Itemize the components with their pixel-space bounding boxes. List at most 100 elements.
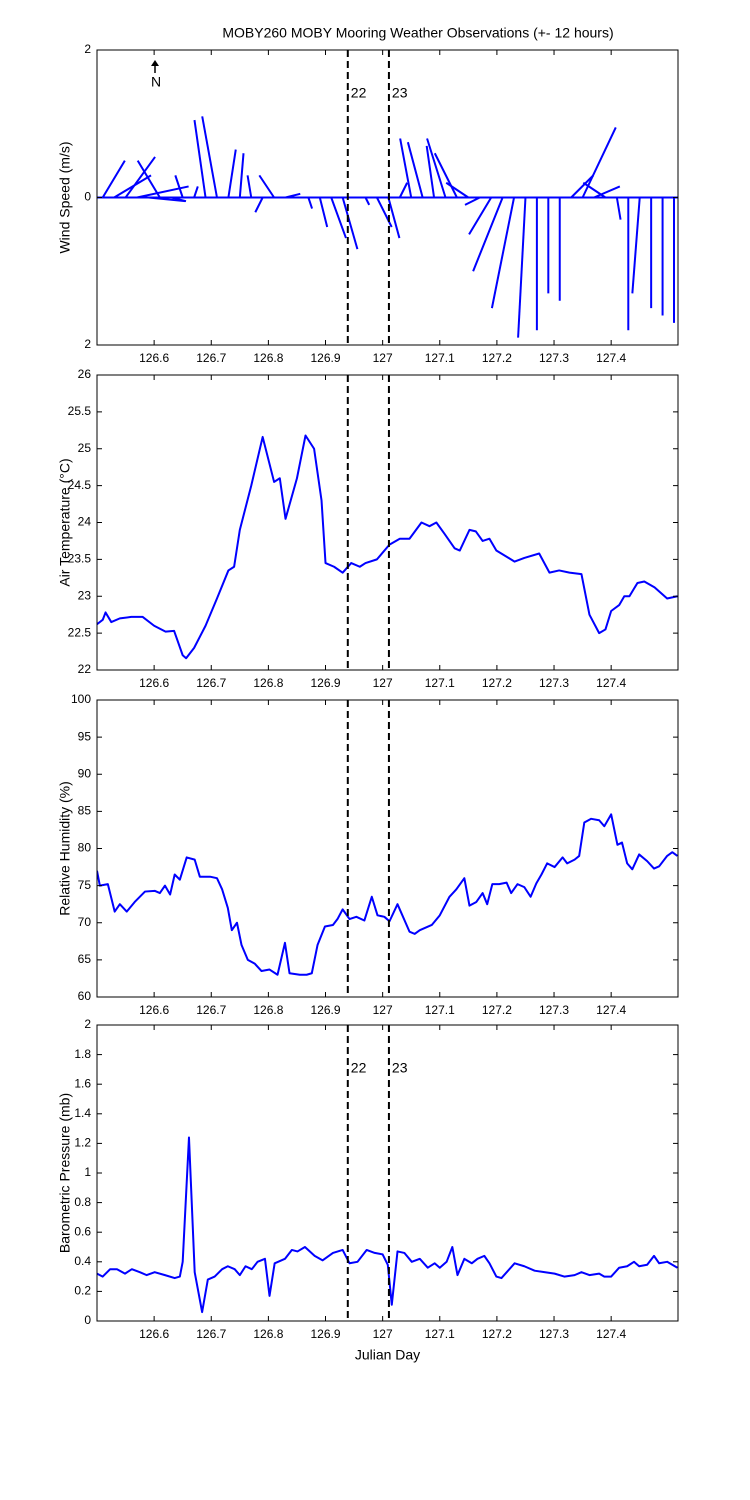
reference-label: 23 [392, 1060, 408, 1076]
wind-stick [433, 152, 458, 198]
wind-stick [464, 196, 481, 206]
y-tick-label: 0.8 [74, 1195, 91, 1209]
y-tick-label: 0 [84, 190, 91, 204]
y-tick-label: 2 [84, 42, 91, 56]
x-tick-label: 127.2 [482, 1003, 512, 1017]
wind-stick [426, 138, 447, 198]
wind-stick [398, 182, 409, 198]
plot-frame [96, 699, 679, 998]
x-tick-label: 126.8 [253, 1327, 283, 1341]
wind-stick [258, 174, 275, 199]
wind-stick [227, 149, 237, 198]
y-tick-label: 100 [71, 692, 91, 706]
y-tick-label: 23.5 [68, 552, 92, 566]
wind-stick [124, 156, 156, 199]
x-tick-label: 126.6 [139, 1327, 169, 1341]
wind-stick [101, 160, 126, 199]
wind-stick [330, 197, 347, 239]
data-line [97, 434, 678, 660]
wind-stick [201, 116, 218, 198]
x-tick-label: 127.3 [539, 351, 569, 365]
y-tick-label: 95 [78, 729, 92, 743]
x-tick-label: 127.4 [596, 1327, 626, 1341]
wind-stick [341, 197, 359, 250]
x-tick-label: 126.8 [253, 1003, 283, 1017]
reference-label: 22 [351, 1060, 367, 1076]
x-tick-label: 127.4 [596, 676, 626, 690]
wind-stick [171, 196, 187, 203]
x-tick-label: 127.4 [596, 1003, 626, 1017]
wind-stick [387, 197, 401, 239]
y-tick-label: 80 [78, 841, 92, 855]
y-tick-label: 70 [78, 915, 92, 929]
x-axis-label: Julian Day [355, 1347, 420, 1363]
wind-stick [425, 145, 436, 198]
y-tick-label: 24 [78, 515, 92, 529]
y-axis-label: Barometric Pressure (mb) [57, 1093, 73, 1253]
data-line [97, 1136, 678, 1314]
x-tick-label: 127.3 [539, 676, 569, 690]
y-tick-label: 0.2 [74, 1284, 91, 1298]
x-tick-label: 126.7 [196, 1003, 226, 1017]
x-tick-label: 127 [373, 676, 393, 690]
y-tick-label: 1.2 [74, 1136, 91, 1150]
y-tick-label: 24.5 [68, 478, 92, 492]
y-tick-label: 0.6 [74, 1224, 91, 1238]
wind-stick [472, 197, 504, 272]
y-tick-label: 1.6 [74, 1076, 91, 1090]
wind-stick [517, 197, 527, 338]
y-tick-label: 25 [78, 441, 92, 455]
y-tick-label: 75 [78, 878, 92, 892]
x-tick-label: 126.7 [196, 351, 226, 365]
wind-stick [174, 175, 184, 198]
plot-content [97, 434, 678, 660]
plot-frame [96, 49, 679, 346]
wind-stick [364, 197, 371, 206]
x-tick-label: 127.4 [596, 351, 626, 365]
y-tick-label: 23 [78, 588, 92, 602]
wind-stick [406, 141, 424, 198]
wind-stick [615, 197, 622, 220]
north-arrow-head [151, 60, 159, 66]
wind-stick [376, 197, 393, 228]
wind-stick [570, 174, 595, 199]
y-axis-label: Air Temperature (°C) [57, 458, 73, 586]
wind-stick [318, 197, 329, 228]
x-tick-label: 127 [373, 1327, 393, 1341]
wind-stick [468, 196, 493, 235]
y-tick-label: 1.4 [74, 1106, 91, 1120]
north-label: N [151, 74, 161, 90]
y-tick-label: 2 [84, 337, 91, 351]
y-tick-label: 1 [84, 1165, 91, 1179]
x-tick-label: 127 [373, 1003, 393, 1017]
x-tick-label: 126.7 [196, 676, 226, 690]
y-tick-label: 22.5 [68, 625, 92, 639]
x-tick-label: 127.1 [425, 1003, 455, 1017]
plot-frame [96, 374, 679, 671]
x-tick-label: 126.6 [139, 1003, 169, 1017]
x-tick-label: 127.2 [482, 1327, 512, 1341]
y-tick-label: 1.8 [74, 1047, 91, 1061]
plot-frame [96, 1024, 679, 1322]
x-tick-label: 127.2 [482, 676, 512, 690]
plot-area [97, 375, 678, 670]
reference-label: 22 [351, 85, 367, 101]
reference-label: 23 [392, 85, 408, 101]
wind-stick [399, 138, 413, 198]
wind-stick [148, 196, 186, 203]
y-axis-label: Wind Speed (m/s) [57, 141, 73, 253]
y-tick-label: 22 [78, 662, 92, 676]
plot-area [97, 700, 678, 997]
y-axis-label: Relative Humidity (%) [57, 781, 73, 916]
wind-stick [136, 160, 161, 199]
x-tick-label: 126.6 [139, 351, 169, 365]
y-tick-label: 60 [78, 989, 92, 1003]
wind-stick [307, 197, 314, 209]
data-line [97, 813, 678, 976]
y-tick-label: 0.4 [74, 1254, 91, 1268]
x-tick-label: 127 [373, 351, 393, 365]
plot-content [97, 813, 678, 976]
x-tick-label: 126.9 [310, 351, 340, 365]
